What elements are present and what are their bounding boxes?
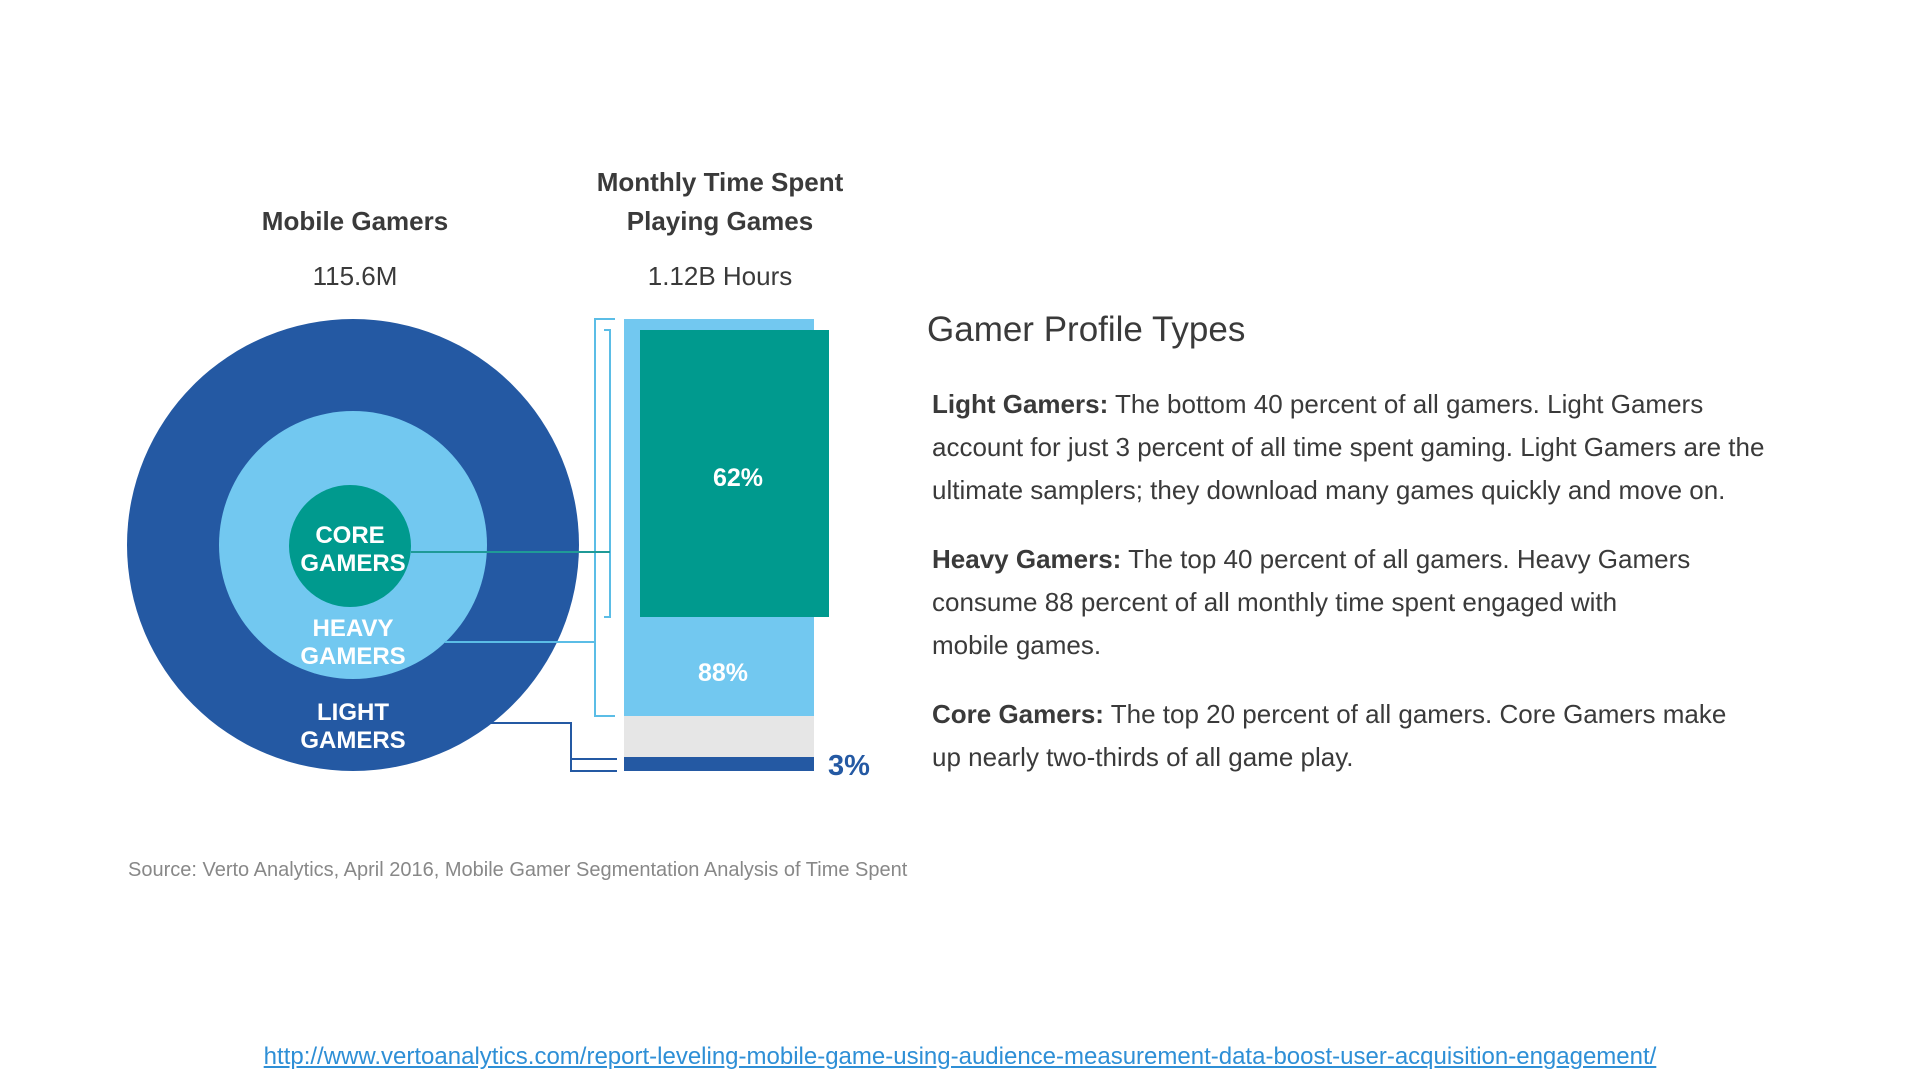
mobile-gamers-title: Mobile Gamers xyxy=(261,206,449,236)
light-gamers-desc-line2: account for just 3 percent of all time s… xyxy=(932,432,1765,462)
time-bar-remainder xyxy=(624,716,814,757)
core-gamers-label-line1: CORE xyxy=(315,522,384,549)
light-gamers-connector xyxy=(460,722,572,759)
light-gamers-bracket xyxy=(570,758,617,772)
core-gamers-term: Core Gamers: xyxy=(932,699,1104,729)
heavy-gamers-label-line1: HEAVY xyxy=(313,615,394,642)
heavy-gamers-desc-line1: Heavy Gamers: The top 40 percent of all … xyxy=(932,544,1691,574)
core-gamers-circle xyxy=(289,485,411,607)
light-gamers-time-bar xyxy=(624,757,814,771)
light-gamers-description: Light Gamers: The bottom 40 percent of a… xyxy=(932,383,1812,512)
time-spent-title-line2: Playing Games xyxy=(626,206,814,236)
report-link[interactable]: http://www.vertoanalytics.com/report-lev… xyxy=(263,1043,1657,1070)
source-note: Source: Verto Analytics, April 2016, Mob… xyxy=(128,859,908,881)
heavy-gamers-time-label: 88% xyxy=(698,659,748,687)
heavy-gamers-desc-line2: consume 88 percent of all monthly time s… xyxy=(932,587,1618,617)
heavy-gamers-label-line2: GAMERS xyxy=(300,643,405,670)
light-gamers-desc-line3: ultimate samplers; they download many ga… xyxy=(932,475,1726,505)
core-gamers-description: Core Gamers: The top 20 percent of all g… xyxy=(932,693,1812,779)
core-gamers-time-label: 62% xyxy=(713,464,763,492)
core-gamers-bracket xyxy=(604,329,611,618)
heavy-gamers-desc-line3: mobile games. xyxy=(932,630,1102,660)
profile-types-title: Gamer Profile Types xyxy=(927,310,1246,349)
heavy-gamers-description: Heavy Gamers: The top 40 percent of all … xyxy=(932,538,1812,667)
core-gamers-desc-line1: Core Gamers: The top 20 percent of all g… xyxy=(932,699,1727,729)
light-gamers-term: Light Gamers: xyxy=(932,389,1109,419)
core-gamers-label-line2: GAMERS xyxy=(300,550,405,577)
heavy-gamers-bracket xyxy=(594,318,615,717)
time-spent-value: 1.12B Hours xyxy=(647,261,793,291)
core-gamers-time-bar xyxy=(640,330,829,617)
light-gamers-time-label: 3% xyxy=(828,750,870,782)
light-gamers-label-line2: GAMERS xyxy=(300,727,405,754)
light-gamers-desc-line1: Light Gamers: The bottom 40 percent of a… xyxy=(932,389,1704,419)
heavy-gamers-term: Heavy Gamers: xyxy=(932,544,1122,574)
mobile-gamers-value: 115.6M xyxy=(312,261,398,291)
light-gamers-label-line1: LIGHT xyxy=(317,699,389,726)
time-spent-title-line1: Monthly Time Spent xyxy=(596,167,844,197)
core-gamers-desc-line2: up nearly two-thirds of all game play. xyxy=(932,742,1354,772)
